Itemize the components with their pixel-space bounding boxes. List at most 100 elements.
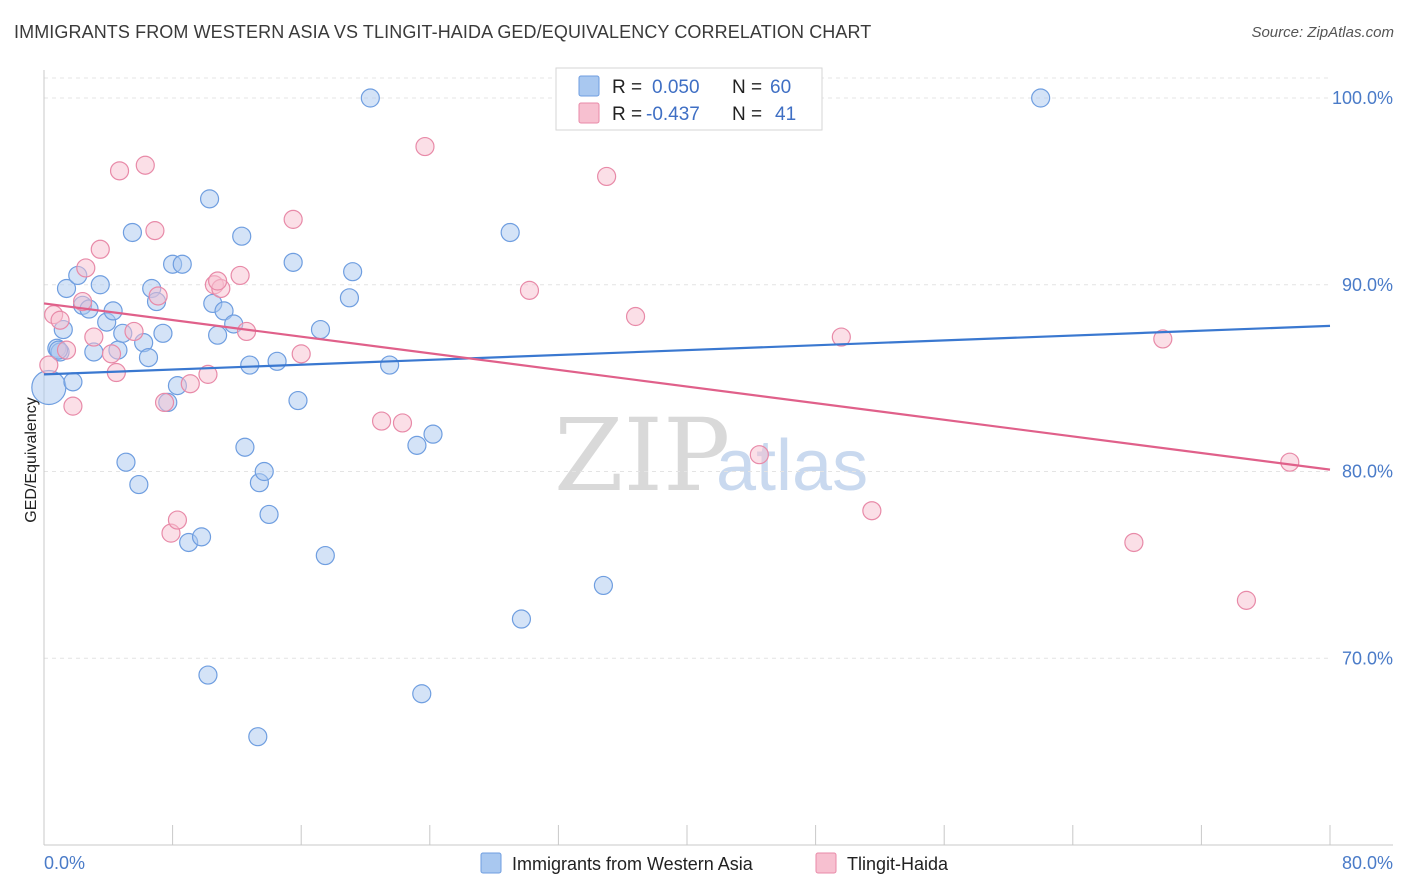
data-point [597, 166, 617, 187]
data-point [288, 390, 308, 411]
data-point [254, 461, 274, 482]
data-point [380, 355, 400, 375]
data-point [862, 501, 882, 521]
data-point [593, 575, 614, 596]
data-point [72, 291, 93, 312]
data-point [240, 355, 260, 375]
data-point [315, 545, 335, 566]
data-point [1236, 590, 1257, 610]
legend-swatch-tlingit-haida [578, 102, 600, 124]
legend-n-label-tlingit-haida: N = [732, 104, 762, 125]
data-point [138, 347, 159, 368]
data-point [423, 424, 443, 444]
data-point [511, 609, 532, 629]
correlation-legend: R = 0.050 N = 60 R = -0.437 N = 41 [555, 67, 823, 131]
series-legend: Immigrants from Western Asia Tlingit-Hai… [480, 852, 949, 874]
series-tlingit-haida [39, 136, 1300, 610]
y-tick-label: 70.0% [1342, 648, 1393, 668]
trend-line-tlingit-haida [43, 302, 1331, 471]
data-point [392, 413, 413, 433]
data-point [415, 136, 435, 157]
data-point [1031, 88, 1051, 108]
watermark-atlas: atlas [716, 426, 868, 506]
data-point [310, 319, 331, 340]
legend-swatch-western-asia [578, 75, 600, 97]
data-point [625, 306, 646, 327]
data-point [291, 344, 311, 364]
data-point [831, 327, 851, 347]
data-point [371, 411, 392, 431]
data-point [412, 684, 432, 704]
data-point [109, 161, 130, 181]
legend-box [555, 67, 823, 131]
data-point [180, 374, 200, 394]
data-point [63, 372, 83, 392]
x-tick-label-min: 0.0% [44, 853, 85, 873]
y-tick-label: 90.0% [1342, 275, 1393, 295]
legend-r-label-tlingit-haida: R = [612, 104, 642, 125]
data-point [101, 344, 122, 364]
data-point [267, 351, 287, 371]
data-point [148, 286, 168, 306]
y-tick-label: 100.0% [1332, 88, 1393, 108]
legend-r-value-western-asia: 0.050 [652, 77, 700, 98]
watermark-zip: ZIP [554, 397, 730, 514]
data-point [283, 252, 303, 272]
bottom-legend-label-tlingit-haida: Tlingit-Haida [847, 854, 949, 874]
legend-r-label-western-asia: R = [612, 77, 642, 98]
data-point [208, 325, 228, 345]
data-point [235, 437, 255, 457]
bottom-legend-swatch-tlingit-haida [815, 852, 837, 874]
data-point [63, 396, 83, 416]
data-point [1280, 452, 1300, 472]
legend-n-value-western-asia: 60 [770, 77, 791, 98]
data-point [519, 280, 540, 300]
data-point [84, 327, 104, 347]
data-point [76, 258, 96, 278]
y-axis-label: GED/Equivalency [23, 397, 40, 522]
data-point [135, 155, 155, 175]
data-point [1124, 532, 1144, 553]
data-point [145, 221, 165, 241]
data-point [749, 445, 769, 465]
data-point [1153, 329, 1173, 349]
series-western-asia [31, 88, 1051, 747]
data-point [230, 265, 250, 286]
trend-lines [43, 302, 1331, 471]
x-axis-ticks [43, 825, 1331, 845]
data-point [339, 288, 360, 308]
data-point [56, 278, 77, 299]
data-point [129, 474, 149, 495]
data-point [90, 275, 110, 295]
bottom-legend-label-western-asia: Immigrants from Western Asia [512, 854, 754, 874]
data-point [198, 665, 218, 685]
data-point [232, 226, 252, 246]
trend-line-western-asia [43, 324, 1331, 376]
legend-n-value-tlingit-haida: 41 [775, 104, 796, 125]
legend-r-value-tlingit-haida: -0.437 [646, 104, 700, 125]
y-tick-label: 80.0% [1342, 462, 1393, 482]
data-point [90, 239, 110, 259]
data-point [50, 310, 70, 330]
data-point [124, 321, 144, 342]
data-point [191, 527, 212, 547]
data-point [154, 392, 175, 413]
chart-title: IMMIGRANTS FROM WESTERN ASIA VS TLINGIT-… [14, 22, 872, 42]
bottom-legend-swatch-western-asia [480, 852, 502, 874]
axes [43, 70, 1393, 846]
data-point [172, 254, 192, 274]
data-point [343, 262, 363, 282]
source-label: Source: ZipAtlas.com [1251, 24, 1394, 41]
data-point [259, 504, 279, 525]
data-point [39, 355, 59, 375]
data-point [407, 435, 427, 455]
data-point [167, 510, 188, 530]
data-point [208, 271, 228, 291]
data-point [56, 340, 77, 360]
data-point [116, 452, 136, 472]
data-point [122, 222, 143, 243]
data-point [214, 301, 234, 321]
data-point [198, 364, 218, 384]
watermark: ZIP atlas [554, 397, 868, 514]
